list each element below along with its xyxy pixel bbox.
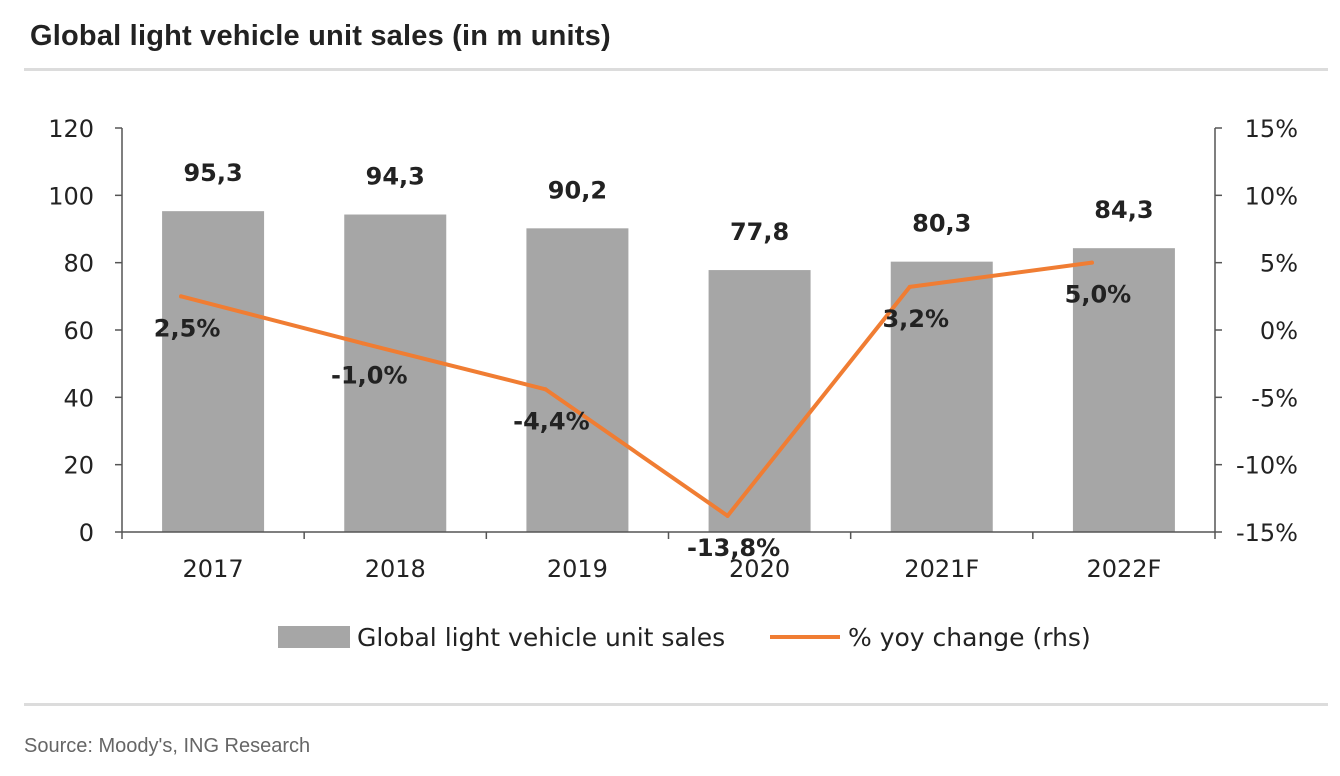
labels-layer: 95,3 94,3 90,2 77,8 80,3 84,3 2,5% -1,0% -4,4% -1… [154, 159, 1154, 562]
bar-value-label-2022F: 84,3 [1094, 196, 1153, 224]
left-tick-label: 60 [63, 317, 94, 345]
axes-layer: 0 20 40 60 80 100 120 -15% -10% -5% 0% 5% 10% 15% 2017… [48, 115, 1298, 583]
left-tick-label: 40 [63, 384, 94, 412]
yoy-point-2020 [725, 513, 730, 518]
bar-value-label-2018: 94,3 [366, 163, 425, 191]
yoy-point-2017 [179, 294, 184, 299]
x-tick-label-2019: 2019 [547, 555, 608, 583]
bar-2021F [890, 261, 993, 532]
bar-value-label-2017: 95,3 [183, 159, 242, 187]
chart-title: Global light vehicle unit sales (in m un… [30, 20, 611, 52]
yoy-point-2021F [907, 284, 912, 289]
top-divider [24, 68, 1328, 71]
x-tick-label-2017: 2017 [183, 555, 244, 583]
left-tick-label: 20 [63, 452, 94, 480]
x-tick-label-2021F: 2021F [904, 555, 979, 583]
x-tick-label-2020: 2020 [729, 555, 790, 583]
right-tick-label: 5% [1260, 250, 1298, 278]
yoy-value-label-2017: 2,5% [154, 314, 221, 342]
left-tick-label: 100 [48, 182, 94, 210]
yoy-change-line [179, 260, 1094, 518]
yoy-value-label-2019: -4,4% [513, 407, 590, 435]
bar-2017 [162, 211, 265, 532]
right-tick-label: -5% [1251, 384, 1298, 412]
yoy-point-2019 [543, 387, 548, 392]
yoy-value-label-2021F: 3,2% [882, 305, 949, 333]
yoy-point-2018 [361, 341, 366, 346]
x-tick-label-2018: 2018 [365, 555, 426, 583]
bar-value-label-2021F: 80,3 [912, 210, 971, 238]
bar-2020 [708, 270, 811, 532]
legend-layer: Global light vehicle unit sales % yoy ch… [278, 623, 1091, 652]
bars-layer [162, 211, 1175, 533]
left-tick-label: 120 [48, 115, 94, 143]
yoy-point-2022F [1089, 260, 1094, 265]
left-tick-label: 0 [79, 519, 94, 547]
chart-svg: 0 20 40 60 80 100 120 -15% -10% -5% 0% 5% 10% 15% 2017… [48, 115, 1298, 652]
bar-2018 [344, 214, 447, 533]
right-tick-label: -15% [1236, 519, 1298, 547]
bar-2019 [526, 228, 629, 532]
yoy-value-label-2018: -1,0% [331, 361, 408, 389]
right-tick-label: -10% [1236, 452, 1298, 480]
legend-label-line: % yoy change (rhs) [848, 623, 1091, 652]
bar-value-label-2020: 77,8 [730, 218, 789, 246]
bar-value-label-2019: 90,2 [548, 176, 607, 204]
bottom-divider [24, 703, 1328, 706]
x-tick-label-2022F: 2022F [1086, 555, 1161, 583]
right-tick-label: 10% [1245, 182, 1298, 210]
yoy-value-label-2020: -13,8% [687, 534, 780, 562]
bar-2022F [1072, 248, 1175, 532]
line-layer [179, 260, 1094, 518]
yoy-value-label-2022F: 5,0% [1065, 281, 1132, 309]
right-tick-label: 15% [1245, 115, 1298, 143]
source-note: Source: Moody's, ING Research [24, 735, 311, 757]
legend-swatch-bars [278, 626, 350, 648]
left-tick-label: 80 [63, 250, 94, 278]
right-tick-label: 0% [1260, 317, 1298, 345]
legend-label-bars: Global light vehicle unit sales [357, 623, 725, 652]
